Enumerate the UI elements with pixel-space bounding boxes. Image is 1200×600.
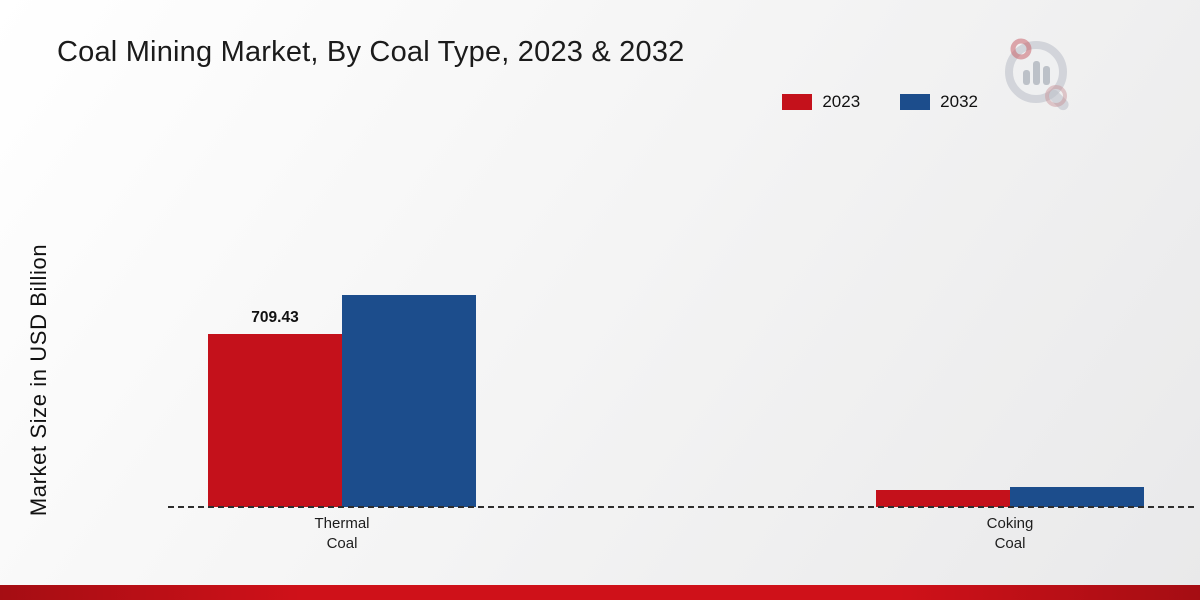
legend-label-2023: 2023 — [822, 92, 861, 111]
legend-swatch-2023 — [782, 94, 813, 110]
category-label-thermal-coal: Thermal Coal — [314, 515, 370, 553]
bar-2032-thermal-coal — [342, 295, 476, 507]
bar-2023-coking-coal — [876, 489, 1010, 507]
bar-value-label-2023-thermal-coal: 709.43 — [251, 308, 299, 326]
x-axis-baseline — [168, 506, 1194, 508]
y-axis-label-wrap: Market Size in USD Billion — [8, 150, 70, 600]
y-axis-label: Market Size in USD Billion — [26, 243, 52, 517]
legend-item-2023: 2023 — [782, 92, 860, 112]
category-labels: Thermal Coal Coking Coal — [168, 514, 1194, 562]
bar-2023-thermal-coal: 709.43 — [208, 309, 342, 507]
legend: 2023 2032 — [782, 92, 978, 112]
chart-title: Coal Mining Market, By Coal Type, 2023 &… — [57, 36, 685, 68]
bar-group-coking-coal — [876, 287, 1144, 507]
footer-stripe — [0, 585, 1200, 600]
category-label-coking-coal: Coking Coal — [986, 515, 1034, 553]
legend-label-2032: 2032 — [940, 92, 978, 111]
legend-swatch-2032 — [900, 94, 931, 110]
bar-2032-coking-coal — [1010, 486, 1144, 507]
bar-group-thermal-coal: 709.43 — [208, 287, 476, 507]
plot-area: 709.43 — [168, 120, 1194, 508]
brand-logo-icon — [996, 34, 1080, 118]
bar-groups: 709.43 — [168, 120, 1194, 507]
legend-item-2032: 2032 — [900, 92, 978, 112]
